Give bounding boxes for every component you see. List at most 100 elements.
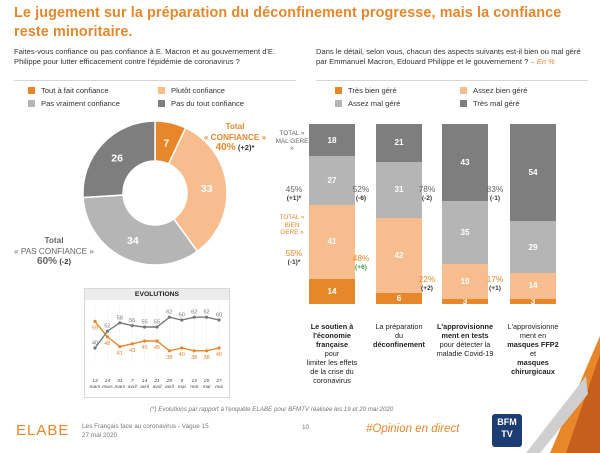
evo-point-label: 40 (92, 341, 98, 347)
legend-plutot: Plutôt confiance (158, 86, 225, 95)
evo-point (217, 346, 221, 350)
bar-segment: 18 (309, 124, 355, 157)
total-mal-pct: 78% (418, 184, 436, 194)
total-mal-value: 78% (-2) (412, 184, 442, 203)
triangle-dark (566, 354, 600, 453)
evolutions-line-chart: 59 48 41 43 45 45 38 40 38 38 40 40 52 58 56 55 55 62 60 62… (90, 306, 224, 390)
evolutions-title: EVOLUTIONS (85, 289, 229, 300)
category-label-line: L'approvisionne (436, 322, 494, 331)
category-label-line: masques FFP2 (507, 340, 559, 349)
category-label-line: L'approvisionne (507, 322, 559, 331)
category-label-line: et (529, 349, 537, 358)
donut-slice-label: 7 (163, 137, 169, 149)
total-mal-change: (-1) (489, 195, 501, 202)
decorative-triangle (526, 336, 600, 453)
evo-point-label: 59 (92, 325, 98, 331)
confidence-donut-chart: 7 33 34 26 (82, 120, 228, 266)
evo-point-label: 45 (154, 345, 160, 351)
evo-point (180, 318, 184, 322)
evo-x-tick-label: 27 (215, 378, 222, 384)
footnote: (*) Evolutions par rapport à l'enquête E… (150, 406, 394, 413)
total-bien-change: (+2) (421, 285, 433, 292)
bar-segment: 14 (309, 278, 355, 304)
evo-point-label: 38 (166, 355, 172, 361)
total-bien-value: 17% (+1) (480, 274, 510, 293)
donut-slice-label: 33 (201, 183, 213, 195)
legend-swatch (158, 100, 165, 107)
evo-x-tick-label: 31 (117, 378, 123, 384)
legend-swatch (335, 87, 342, 94)
bar-segment: 14 (510, 273, 556, 299)
evo-point-label: 45 (141, 345, 147, 351)
category-label-line: limiter les effets (306, 358, 358, 367)
total-mal-pct: 52% (352, 184, 370, 194)
evo-x-tick-label: 24 (104, 378, 111, 384)
evo-point (155, 339, 159, 343)
bar-segment: 42 (376, 217, 422, 294)
evo-point-label: 40 (179, 352, 185, 358)
legend-tres-bien: Très bien géré (335, 86, 397, 95)
evo-point-label: 41 (117, 351, 123, 357)
total-bien-change: (+6) (355, 263, 367, 271)
donut-slice-label: 26 (111, 152, 123, 164)
donut-slice (82, 120, 156, 199)
bar-segment: 3 (442, 297, 488, 306)
evo-point-label: 40 (216, 352, 222, 358)
category-label-line: ment en tests (441, 331, 489, 340)
evo-point (118, 321, 122, 325)
total-bien-pct: 55% (285, 248, 303, 258)
donut-slice (167, 126, 228, 253)
evo-point (205, 349, 209, 353)
category-label-line: pour détecter la (439, 340, 491, 349)
total-mal-value: 52% (-6) (346, 184, 376, 203)
donut-slice-label: 34 (127, 235, 139, 247)
evo-point-label: 56 (129, 318, 135, 324)
evo-x-tick-label: 13 (92, 378, 98, 384)
bar-segment: 29 (510, 221, 556, 274)
right-question: Dans le détail, selon vous, chacun des a… (316, 47, 581, 66)
legend-swatch (28, 100, 35, 107)
total-pas-confiance-label: Total « PAS CONFIANCE » 60% (-2) (14, 236, 94, 267)
evo-point-label: 43 (129, 348, 135, 354)
evo-point-label: 62 (191, 310, 197, 316)
legend-assez-bien: Assez bien géré (460, 86, 527, 95)
evo-x-tick-label: mars (114, 384, 125, 390)
evo-point (93, 346, 97, 350)
evo-point-label: 62 (203, 310, 209, 316)
category-label: L'approvisionne ment en masques FFP2 et masq… (496, 322, 570, 376)
evo-point (143, 339, 147, 343)
evo-x-tick-label: 13 (192, 378, 198, 384)
category-label-line: de la crise du (310, 367, 354, 376)
category-label-line: française (315, 340, 349, 349)
evo-x-tick-label: avril (165, 384, 175, 390)
bar-segment: 6 (376, 293, 422, 304)
legend-swatch (335, 100, 342, 107)
legend-pas-vraiment: Pas vraiment confiance (28, 99, 120, 108)
left-divider (14, 80, 296, 81)
evo-x-tick-label: 7 (131, 378, 134, 384)
bfmtv-logo: BFM TV (492, 414, 522, 447)
evo-point (167, 349, 171, 353)
evo-point-label: 52 (104, 324, 110, 330)
evo-point-label: 55 (154, 320, 160, 326)
evo-point-label: 60 (179, 313, 185, 319)
category-label-line: masques (517, 358, 549, 367)
total-bien-pct: 48% (352, 252, 370, 263)
evo-point-label: 60 (216, 313, 222, 319)
right-divider (316, 80, 588, 81)
evo-point-label: 38 (203, 355, 209, 361)
evo-x-tick-label: 5 (180, 378, 183, 384)
evo-point-label: 62 (166, 310, 172, 316)
legend-swatch (460, 87, 467, 94)
evo-x-tick-label: mai (190, 384, 199, 390)
evo-point (180, 346, 184, 350)
category-label-line: chirurgicaux (511, 367, 555, 376)
total-mal-change: (-6) (355, 195, 367, 202)
evo-point (155, 325, 159, 329)
bar-segment: 19 (442, 264, 488, 299)
category-label-line: maladie Covid-19 (436, 349, 494, 358)
legend-swatch (158, 87, 165, 94)
left-question: Faites-vous confiance ou pas confiance à… (14, 47, 276, 66)
category-label-line: du (394, 331, 404, 340)
evo-x-tick-label: 29 (166, 378, 173, 384)
